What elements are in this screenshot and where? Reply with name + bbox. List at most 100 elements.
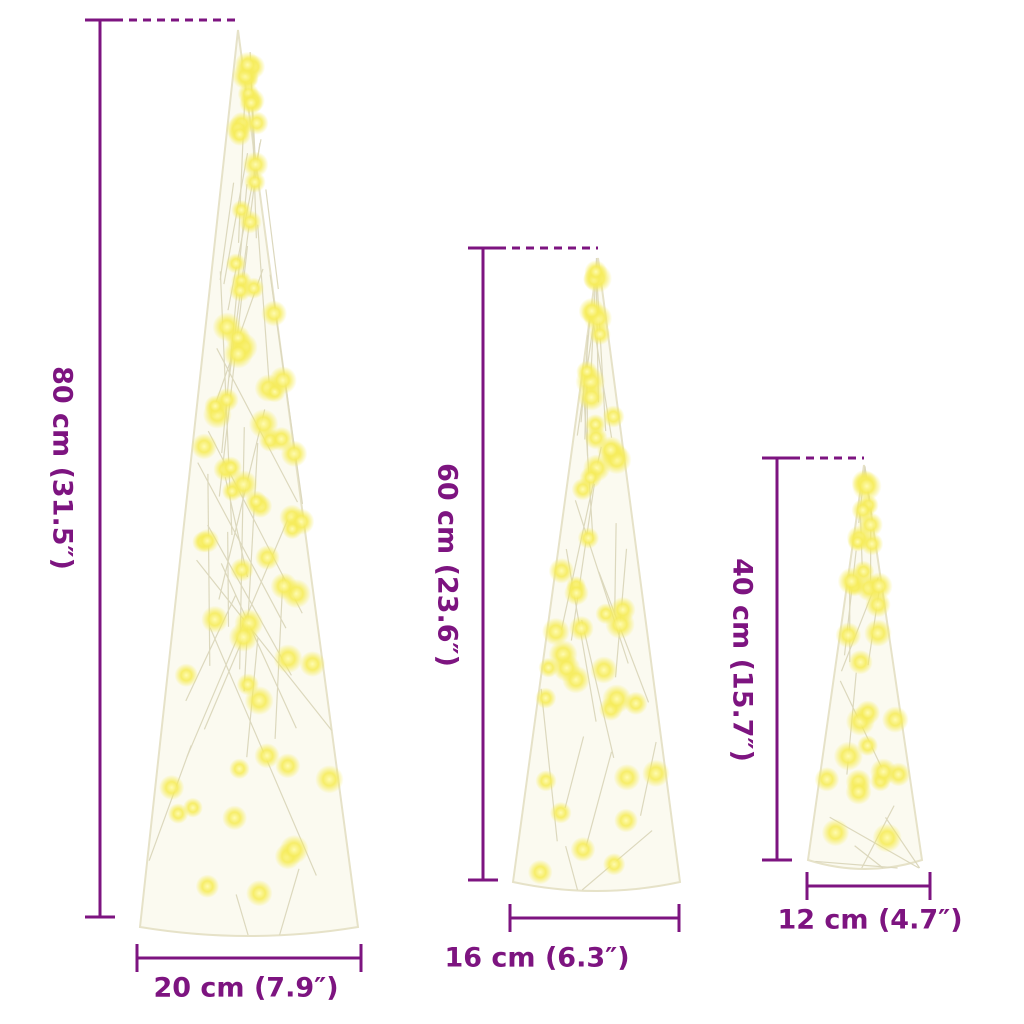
medium-cone-led-light [527,859,553,885]
small-cone-wire [854,845,884,869]
small-cone-wire [815,860,898,869]
medium-cone-wire [614,523,617,615]
small-cone-led-light [851,471,882,501]
medium-cone-led-light [548,558,575,584]
large-height-label: 80 cm (31.5″) [46,366,78,570]
large-cone-led-light [223,338,254,369]
medium-cone-led-light [642,759,670,788]
large-cone-led-light [275,753,301,779]
small-cone-led-light [881,706,909,733]
medium-cone-led-light [541,617,570,646]
medium-cone-led-light [564,580,589,606]
large-cone-wire [218,409,266,600]
medium-cone-led-light [535,770,557,792]
small-cone-led-light [848,649,873,675]
medium-cone-led-light [590,656,618,684]
large-cone-wire [196,559,333,731]
large-cone-led-light [174,663,199,688]
large-cone-led-light [270,572,298,600]
medium-cone-led-light [602,684,632,714]
large-cone-led-light [242,151,269,178]
large-cone-wire [235,894,249,936]
large-cone-led-light [195,874,220,899]
small-cone-led-light [855,700,881,726]
large-cone-led-light [299,650,326,678]
medium-cone-led-light [577,527,600,549]
small-cone-led-light [837,567,866,596]
medium-cone-wire [595,268,607,432]
medium-cone-wire [581,619,615,759]
large-cone-led-light [230,557,254,582]
medium-cone-led-light [613,763,641,791]
large-cone-led-light [273,644,303,674]
small-cone-led-light [857,735,879,757]
large-cone-led-light [182,797,203,818]
large-cone-led-light [254,545,280,571]
large-cone-led-light [244,686,274,716]
medium-cone-led-light [602,853,626,876]
large-cone-led-light [238,210,262,234]
medium-cone-led-light [624,691,648,716]
medium-cone-wire [585,751,613,848]
medium-cone-led-light [549,801,572,824]
large-cone-led-light [221,481,243,502]
large-cone-led-light [201,605,229,634]
large-cone-led-light [246,879,273,907]
large-cone-led-light [222,805,248,831]
medium-cone-led-light [570,836,596,862]
small-cone-led-light [835,622,862,649]
medium-cone-wire [564,736,585,809]
medium-cone-led-light [577,383,605,411]
large-cone-wire [265,189,279,290]
large-cone-wire [148,745,192,861]
small-height-label: 40 cm (15.7″) [726,558,758,762]
large-cone-led-light [195,528,220,553]
medium-cone-led-light [571,478,594,501]
large-cone-led-light [281,518,303,540]
small-cone-led-light [864,619,892,647]
large-cone-led-light [268,366,297,395]
large-cone-led-light [315,765,344,794]
small-cone-led-light [865,572,893,600]
large-cone-wire [197,462,287,629]
medium-cone-led-light [578,297,605,325]
small-cone-led-light [814,766,840,792]
medium-cone-led-light [584,260,608,284]
medium-width-label: 16 cm (6.3″) [444,942,630,974]
large-cone-led-light [261,300,288,327]
large-cone-led-light [229,758,250,780]
large-cone-led-light [225,253,247,274]
medium-cone-led-light [584,426,608,450]
medium-cone-led-light [576,360,598,383]
large-cone-led-light [219,456,243,479]
large-cone-led-light [245,111,269,135]
medium-cone-led-light [535,687,557,709]
large-cone-led-light [248,409,279,439]
large-cone-wire [219,182,235,281]
small-cone-led-light [851,498,875,522]
large-cone-led-light [228,122,252,147]
large-cone-wire [279,868,300,936]
medium-cone-led-light [614,808,639,833]
small-cone-led-light [886,762,911,787]
large-cone-led-light [191,433,218,460]
large-cone-led-light [239,90,263,115]
large-cone-led-light [279,834,309,865]
medium-cone-led-light [552,654,581,682]
large-cone-led-light [243,277,265,299]
medium-cone-body [511,257,682,892]
large-cone-led-light [158,774,185,801]
medium-cone-wire [565,845,579,891]
large-cone-led-light [204,395,227,418]
small-cone-led-light [847,531,868,552]
small-width-label: 12 cm (4.7″) [777,904,963,936]
large-cone-led-light [254,743,280,769]
medium-cone-led-light [568,615,594,641]
medium-height-label: 60 cm (23.6″) [431,463,463,667]
medium-cone-led-light [602,405,625,428]
large-cone-led-light [234,51,261,78]
large-cone-led-light [228,622,259,652]
small-cone-led-light [872,823,902,853]
